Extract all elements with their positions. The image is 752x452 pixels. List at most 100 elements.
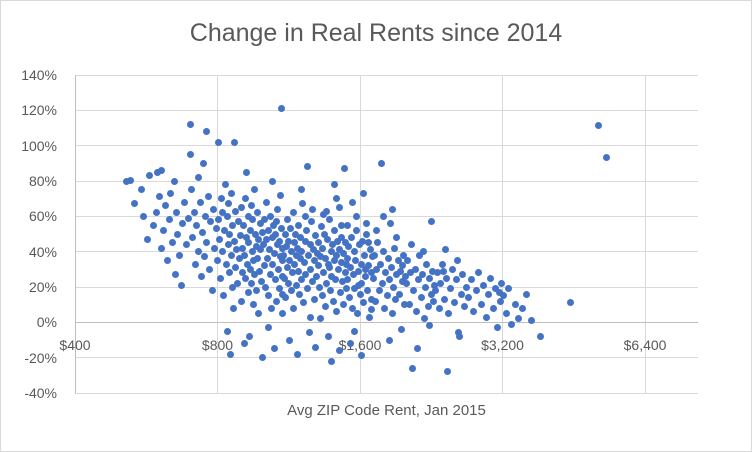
data-point [349,198,357,206]
data-point [282,294,290,302]
data-point [475,269,483,277]
data-point [359,237,367,245]
data-point [302,271,310,279]
data-point [248,248,256,256]
data-point [217,274,225,282]
data-point [126,176,134,184]
data-point [231,138,239,146]
data-point [536,332,544,340]
data-point [256,219,264,227]
data-point [218,248,226,256]
data-point [284,279,292,287]
data-point [394,257,402,264]
data-point [287,287,295,295]
data-point [523,290,531,298]
data-point [461,302,469,310]
data-point [306,313,314,321]
data-point [357,352,365,360]
data-point [602,153,610,161]
data-point [285,237,293,245]
y-tick-label: 0% [36,314,57,331]
data-point [158,244,166,252]
data-point [459,271,467,279]
data-point [324,332,332,340]
data-point [414,276,422,284]
data-point [497,279,505,287]
data-point [343,221,351,229]
data-point [323,235,331,243]
data-point [381,304,389,312]
data-point [214,216,222,224]
data-point [272,230,280,238]
data-point [293,350,301,358]
data-point [276,253,284,261]
data-point [331,226,339,234]
y-tick-label: -40% [24,385,57,401]
data-point [200,253,208,261]
data-point [499,292,507,300]
data-point [405,301,413,309]
data-point [301,212,309,220]
data-point [443,368,451,376]
data-point [495,288,503,296]
data-point [327,357,335,365]
data-point [384,255,392,263]
data-point [220,292,228,300]
data-point [258,278,266,286]
data-point [399,251,407,259]
h-gridline [75,74,698,76]
data-point [511,301,519,309]
x-tick-label: $800 [201,337,234,354]
data-point [251,186,259,194]
data-point [515,315,523,323]
data-point [485,290,493,298]
data-point [349,271,357,279]
data-point [300,258,308,266]
data-point [464,294,472,302]
data-point [527,317,535,325]
data-point [398,278,406,286]
x-axis-title: Avg ZIP Code Rent, Jan 2015 [287,402,486,419]
data-point [224,241,232,249]
data-point [270,345,278,353]
data-point [317,223,325,231]
data-point [279,310,287,317]
data-point [240,340,248,348]
data-point [161,202,169,210]
data-point [262,235,270,243]
data-point [449,265,457,273]
data-point [164,257,172,264]
data-point [260,262,268,270]
data-point [447,285,455,293]
data-point [361,265,369,273]
data-point [329,297,337,305]
y-tick-label: -20% [24,349,57,366]
h-gridline [75,286,698,288]
data-point [242,234,250,242]
data-point [299,200,307,208]
data-point [321,302,329,310]
data-point [146,172,154,180]
data-point [385,276,393,284]
data-point [213,225,221,233]
data-point [388,264,396,272]
data-point [290,304,298,312]
data-point [273,218,281,226]
data-point [208,287,216,295]
data-point [200,159,208,167]
data-point [275,237,283,245]
data-point [277,191,285,199]
data-point [280,274,288,282]
data-point [400,301,408,309]
data-point [291,230,299,238]
data-point [250,257,258,264]
data-point [255,235,263,243]
data-point [227,251,235,259]
data-point [211,244,219,252]
data-point [225,200,233,208]
data-point [425,322,433,330]
data-point [315,239,323,247]
data-point [426,274,434,282]
y-axis-line [74,75,76,393]
data-point [358,279,366,287]
